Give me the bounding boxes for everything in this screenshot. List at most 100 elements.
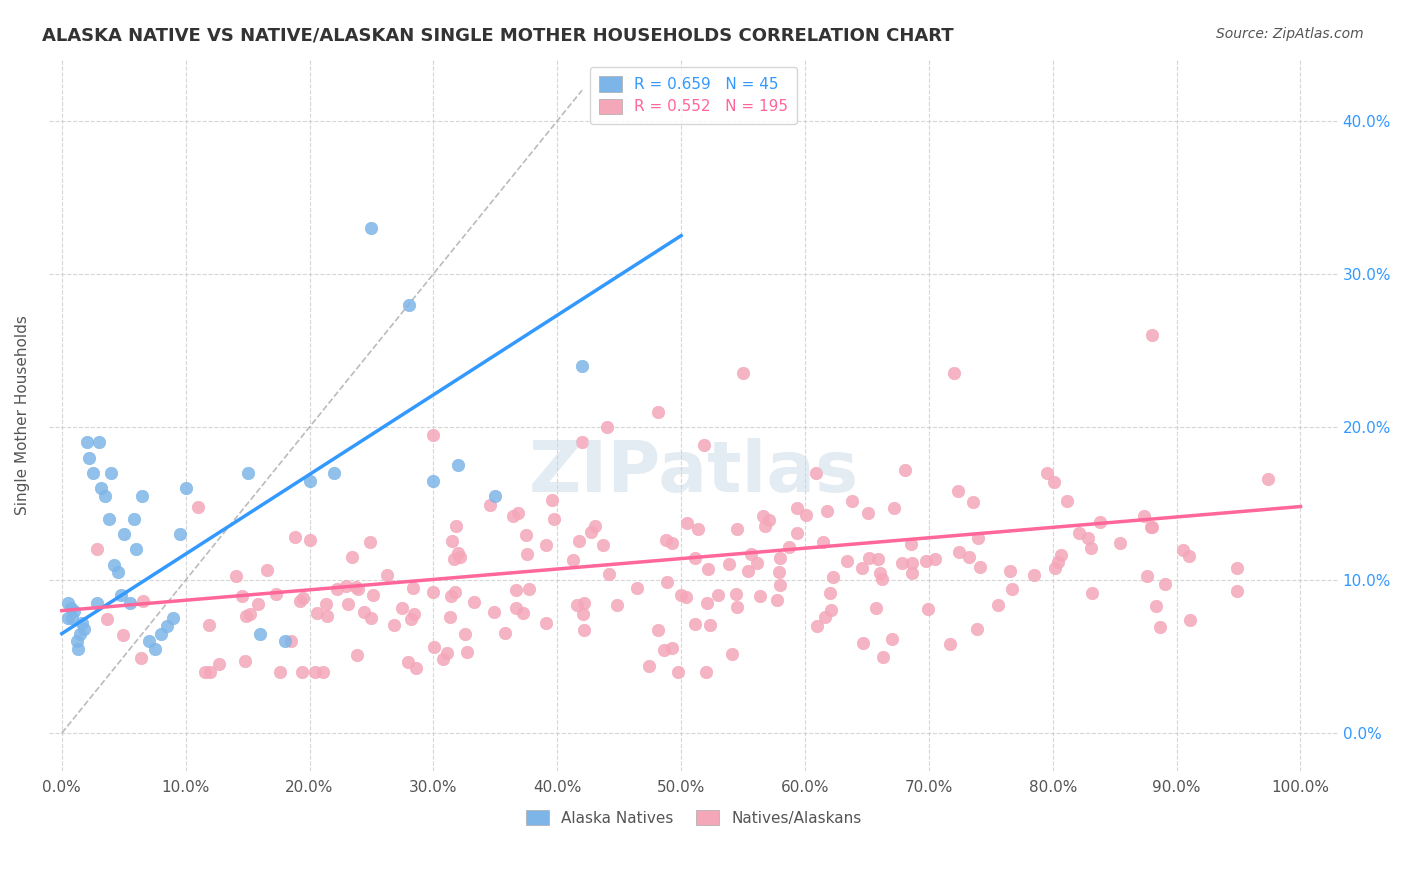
Point [1056, 493, 1078, 508]
Point [804, 467, 827, 481]
Point [856, 506, 879, 520]
Point [288, 593, 311, 607]
Point [1109, 535, 1132, 549]
Point [463, 595, 485, 609]
Point [574, 596, 596, 610]
Point [96, 612, 118, 626]
Point [966, 622, 988, 636]
Point [806, 618, 828, 632]
Point [969, 559, 991, 574]
Point [198, 618, 221, 632]
Point [149, 626, 172, 640]
Point [291, 591, 314, 605]
Point [56, 611, 79, 625]
Point [915, 554, 938, 568]
Point [1036, 466, 1059, 480]
Point [446, 519, 468, 533]
Point [305, 606, 328, 620]
Point [815, 504, 838, 518]
Point [942, 367, 965, 381]
Point [894, 463, 917, 477]
Point [852, 635, 875, 649]
Point [1132, 509, 1154, 524]
Point [298, 474, 321, 488]
Point [402, 607, 425, 621]
Point [360, 610, 382, 624]
Point [56, 596, 79, 610]
Point [398, 297, 420, 311]
Point [447, 546, 470, 560]
Point [661, 641, 683, 656]
Point [361, 588, 384, 602]
Point [769, 578, 792, 592]
Point [1043, 561, 1066, 575]
Point [439, 610, 461, 624]
Point [924, 552, 946, 566]
Point [749, 589, 772, 603]
Point [841, 494, 863, 508]
Point [63, 604, 86, 618]
Point [652, 642, 675, 657]
Point [162, 611, 184, 625]
Point [693, 438, 716, 452]
Point [360, 221, 382, 235]
Point [1154, 577, 1177, 591]
Point [382, 618, 405, 632]
Point [754, 519, 776, 533]
Point [581, 524, 603, 539]
Point [298, 533, 321, 547]
Point [683, 616, 706, 631]
Point [1144, 599, 1167, 613]
Point [315, 608, 337, 623]
Point [100, 466, 122, 480]
Point [534, 615, 557, 630]
Point [765, 592, 787, 607]
Point [326, 582, 349, 596]
Point [596, 420, 619, 434]
Point [654, 533, 676, 548]
Y-axis label: Single Mother Households: Single Mother Households [15, 316, 30, 516]
Point [858, 551, 880, 566]
Point [110, 588, 132, 602]
Point [1001, 582, 1024, 596]
Point [661, 536, 683, 550]
Point [717, 557, 740, 571]
Point [194, 665, 217, 679]
Point [967, 531, 990, 545]
Point [946, 483, 969, 498]
Point [86, 541, 108, 556]
Point [505, 583, 527, 598]
Point [1077, 531, 1099, 545]
Point [1226, 584, 1249, 599]
Point [820, 603, 842, 617]
Point [647, 623, 669, 637]
Point [568, 533, 591, 548]
Point [747, 556, 769, 570]
Point [66, 634, 89, 648]
Point [132, 594, 155, 608]
Point [346, 648, 368, 663]
Point [758, 513, 780, 527]
Point [156, 619, 179, 633]
Point [1069, 526, 1091, 541]
Point [1080, 541, 1102, 556]
Point [592, 538, 614, 552]
Point [131, 489, 153, 503]
Point [917, 602, 939, 616]
Point [187, 500, 209, 515]
Point [73, 622, 96, 636]
Point [1042, 475, 1064, 489]
Point [957, 550, 980, 565]
Point [143, 641, 166, 656]
Point [174, 481, 197, 495]
Point [405, 661, 427, 675]
Point [517, 582, 540, 597]
Point [1046, 555, 1069, 569]
Point [737, 564, 759, 578]
Point [637, 658, 659, 673]
Point [583, 519, 606, 533]
Point [422, 640, 444, 655]
Point [683, 550, 706, 565]
Point [851, 561, 873, 575]
Point [235, 609, 257, 624]
